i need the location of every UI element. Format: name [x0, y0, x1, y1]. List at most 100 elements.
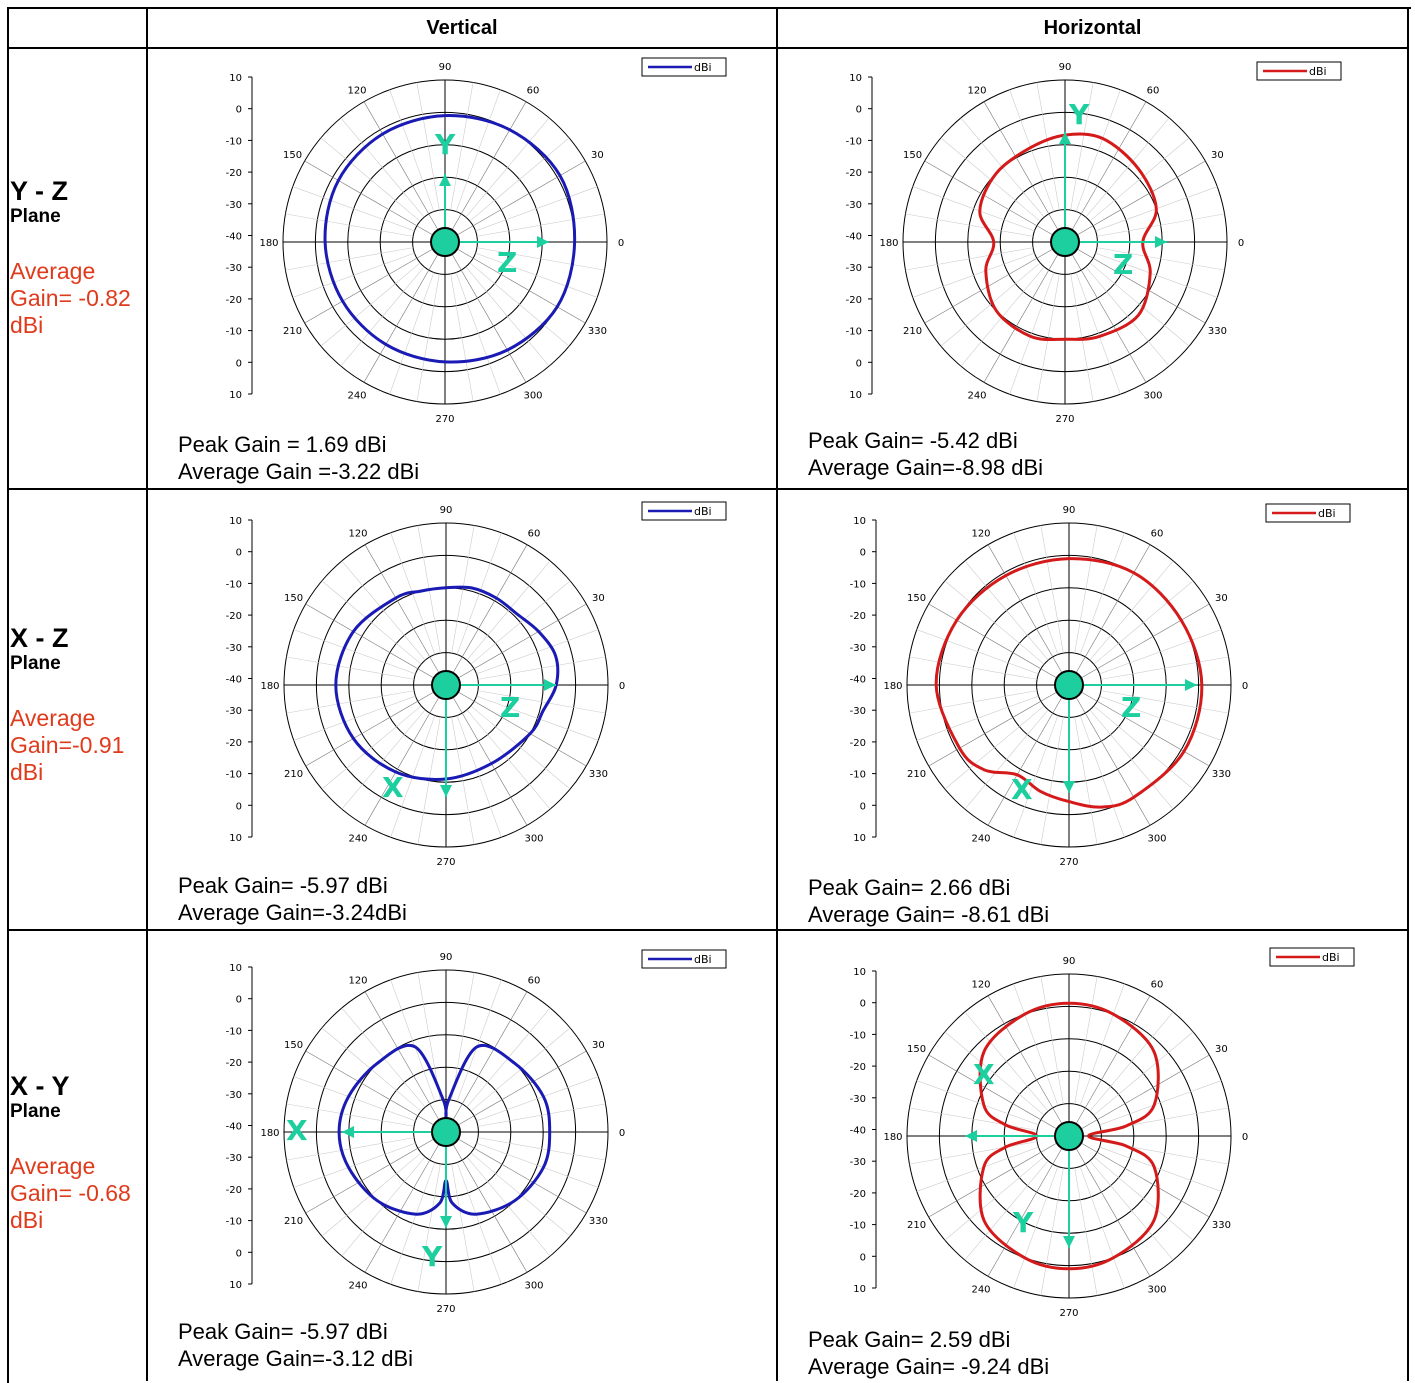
- radial-tick-label: 0: [856, 105, 862, 116]
- series-line: [334, 585, 560, 781]
- series-line: [934, 557, 1204, 809]
- legend: dBi: [1269, 947, 1355, 967]
- angle-tick-label: 180: [260, 681, 279, 692]
- polar-chart-yz-vertical: 9060300330300270240210180150120100-10-20…: [226, 57, 727, 425]
- polar-minor-spoke: [455, 272, 501, 395]
- polar-minor-spoke: [1040, 976, 1064, 1105]
- radial-tick-label: -10: [226, 136, 242, 147]
- polar-minor-spoke: [456, 532, 502, 655]
- polar-minor-spoke: [1093, 1031, 1194, 1116]
- angle-tick-label: 330: [589, 1216, 608, 1227]
- angle-tick-label: 90: [1063, 505, 1076, 516]
- angle-tick-label: 60: [1147, 86, 1160, 97]
- polar-minor-spoke: [469, 137, 570, 222]
- radial-tick-label: 0: [236, 1248, 242, 1259]
- plane-name: Y - Z: [10, 176, 69, 206]
- polar-spoke: [983, 241, 1066, 383]
- polar-minor-spoke: [416, 82, 440, 211]
- polar-minor-spoke: [470, 705, 571, 790]
- polar-minor-spoke: [450, 273, 474, 402]
- polar-minor-spoke: [285, 213, 414, 237]
- polar-spoke: [1064, 101, 1147, 243]
- angle-tick-label: 330: [1208, 326, 1227, 337]
- polar-minor-spoke: [456, 979, 502, 1102]
- average-gain-label: Average Gain= -0.82 dBi: [10, 258, 131, 338]
- polar-minor-spoke: [470, 580, 571, 665]
- polar-minor-spoke: [455, 89, 501, 212]
- average-gain-text: Average Gain=-3.12 dBi: [178, 1346, 414, 1371]
- antenna-center-marker: [431, 670, 461, 700]
- polar-minor-spoke: [1085, 117, 1170, 218]
- angle-tick-label: 120: [347, 86, 366, 97]
- radial-tick-label: -10: [226, 1217, 242, 1228]
- polar-minor-spoke: [1074, 525, 1098, 654]
- axis-marker-arrowhead: [544, 679, 556, 691]
- radial-tick-label: -10: [226, 770, 242, 781]
- radial-tick-label: -30: [226, 200, 242, 211]
- polar-minor-spoke: [465, 117, 550, 218]
- polar-minor-spoke: [293, 1076, 416, 1122]
- legend-label: dBi: [1309, 65, 1327, 78]
- antenna-center-marker: [1050, 227, 1080, 257]
- angle-tick-label: 240: [348, 1280, 367, 1291]
- peak-gain-text: Peak Gain= 2.59 dBi: [808, 1327, 1011, 1352]
- radial-tick-label: -10: [850, 1221, 866, 1232]
- polar-minor-spoke: [475, 186, 598, 232]
- polar-minor-spoke: [944, 580, 1045, 665]
- polar-spoke: [305, 603, 447, 686]
- polar-spoke: [363, 241, 446, 383]
- polar-minor-spoke: [1093, 705, 1194, 790]
- axis-marker-label: Y: [434, 128, 456, 161]
- polar-minor-spoke: [466, 709, 551, 810]
- average-gain-text: Average Gain= -8.61 dBi: [808, 902, 1050, 927]
- axis-marker-label: Z: [1113, 248, 1133, 281]
- legend: dBi: [641, 949, 727, 969]
- polar-minor-spoke: [1100, 690, 1229, 714]
- polar-minor-spoke: [1099, 1146, 1222, 1192]
- polar-minor-spoke: [1099, 629, 1222, 675]
- polar-spoke: [1068, 1054, 1210, 1137]
- polar-minor-spoke: [1013, 983, 1059, 1106]
- polar-minor-spoke: [1079, 715, 1125, 838]
- polar-minor-spoke: [909, 1141, 1038, 1165]
- polar-minor-spoke: [1096, 247, 1225, 271]
- plane-name: X - Y: [10, 1071, 70, 1101]
- table-frame: [7, 7, 1411, 1383]
- radial-tick-label: 0: [236, 548, 242, 559]
- polar-minor-spoke: [1074, 976, 1098, 1105]
- polar-spoke: [364, 991, 447, 1133]
- axis-marker-arrowhead: [1185, 679, 1197, 691]
- radial-tick-label: -10: [846, 136, 862, 147]
- polar-minor-spoke: [1093, 580, 1194, 665]
- polar-spoke: [304, 160, 446, 243]
- axis-marker-arrowhead: [537, 236, 549, 248]
- radial-tick-label: -20: [226, 1185, 242, 1196]
- radial-tick-label: 0: [236, 995, 242, 1006]
- row-divider-1: [7, 488, 1409, 490]
- radial-tick-label: -30: [846, 200, 862, 211]
- polar-spoke: [444, 160, 586, 243]
- polar-spoke: [445, 603, 587, 686]
- angle-tick-label: 90: [439, 62, 452, 73]
- angle-tick-label: 150: [284, 593, 303, 604]
- axis-marker-arrowhead: [440, 1216, 452, 1228]
- polar-minor-spoke: [1040, 1167, 1064, 1296]
- polar-minor-spoke: [320, 137, 421, 222]
- polar-minor-spoke: [944, 1031, 1045, 1116]
- polar-minor-spoke: [389, 272, 435, 395]
- antenna-center-marker: [1054, 670, 1084, 700]
- peak-gain-text: Peak Gain= -5.42 dBi: [808, 428, 1018, 453]
- polar-spoke: [444, 241, 527, 383]
- polar-minor-spoke: [1089, 1160, 1174, 1261]
- polar-minor-spoke: [1096, 213, 1225, 237]
- polar-minor-spoke: [916, 1146, 1039, 1192]
- series-line: [337, 1043, 552, 1216]
- polar-minor-spoke: [1013, 715, 1059, 838]
- col-divider-right: [1407, 7, 1409, 1381]
- angle-tick-label: 330: [1212, 1220, 1231, 1231]
- radial-tick-label: -20: [226, 1058, 242, 1069]
- angle-tick-label: 300: [523, 390, 542, 401]
- polar-spoke: [445, 1050, 587, 1133]
- polar-minor-spoke: [1079, 1166, 1125, 1289]
- polar-minor-spoke: [466, 1156, 551, 1257]
